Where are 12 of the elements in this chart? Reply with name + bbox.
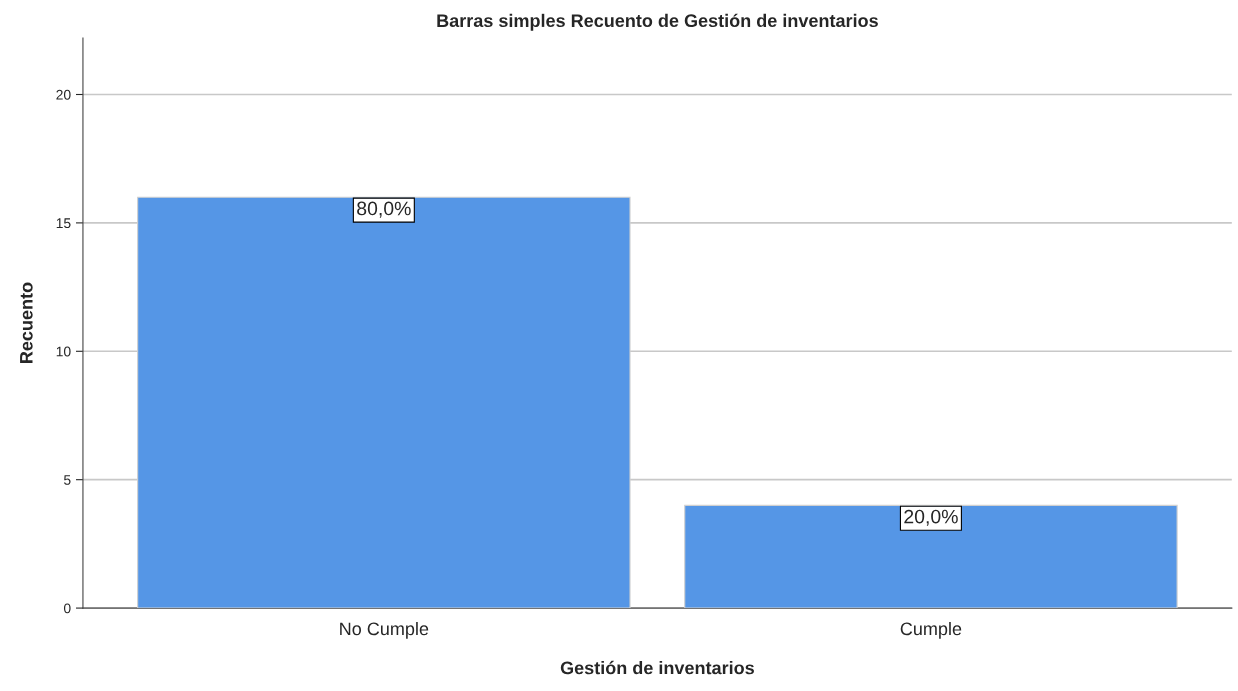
annotation: 20,0% (904, 509, 958, 526)
y-tick-label: 0 (63, 603, 71, 614)
annotation: 80,0% (357, 201, 411, 218)
chart-title: Barras simples Recuento de Gestión de inventarios (437, 13, 878, 31)
x-axis-title: Gestión de inventarios (560, 660, 754, 675)
y-tick-label: 20 (56, 89, 71, 100)
y-tick-label: 15 (56, 218, 71, 229)
y-tick-label: 10 (56, 346, 71, 357)
x-tick-label: No Cumple (340, 621, 429, 639)
y-axis-title: Recuento (20, 282, 33, 363)
y-tick-label: 5 (63, 475, 71, 485)
x-tick-label: Cumple (900, 621, 962, 639)
